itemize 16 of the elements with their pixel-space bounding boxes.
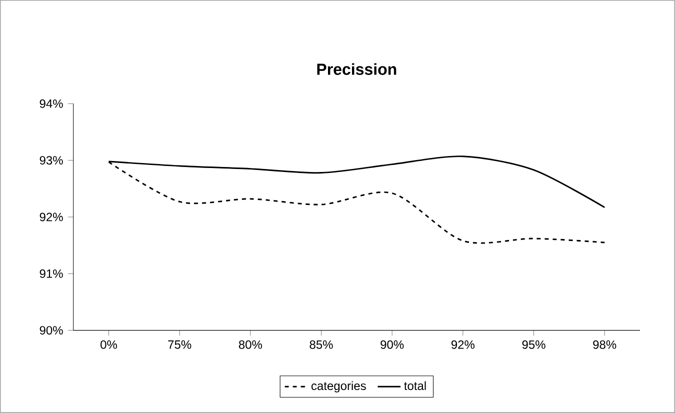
x-tick-label: 0% — [100, 340, 118, 349]
y-tick-label: 91% — [40, 269, 63, 278]
y-tick-label: 90% — [40, 326, 63, 335]
x-tick-label: 85% — [310, 340, 333, 349]
x-tick-label: 95% — [522, 340, 546, 349]
y-tick-label: 92% — [40, 212, 63, 222]
legend-label: total — [404, 381, 426, 390]
x-tick-label: 75% — [168, 340, 192, 349]
y-tick-label: 94% — [40, 99, 63, 108]
x-tick-label: 98% — [593, 340, 616, 349]
chart-title: Precission — [317, 63, 396, 75]
y-tick-label: 93% — [40, 156, 63, 165]
x-tick-label: 92% — [451, 340, 474, 349]
legend-label: categories — [311, 381, 366, 392]
x-tick-label: 80% — [238, 340, 262, 349]
x-tick-label: 90% — [380, 340, 404, 349]
